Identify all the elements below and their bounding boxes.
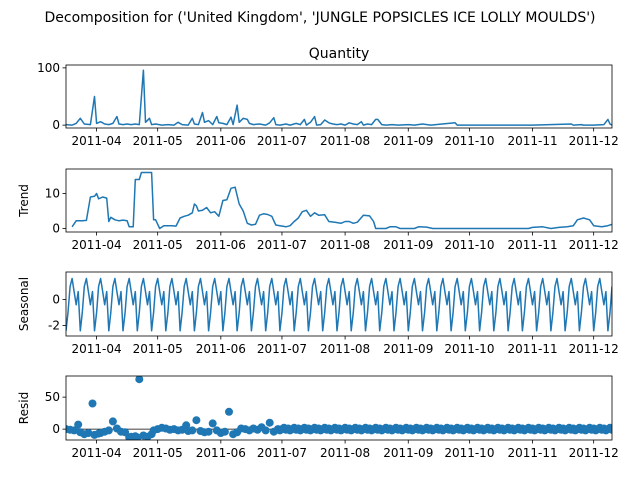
x-tick-label: 2011-10 — [444, 446, 494, 460]
series-line — [66, 69, 612, 126]
x-tick-label: 2011-04 — [71, 446, 121, 460]
axes-frame — [65, 271, 613, 337]
resid-point — [192, 416, 201, 425]
y-tick-label: -2 — [48, 319, 60, 333]
x-tick-label: 2011-11 — [507, 342, 557, 356]
resid-point — [108, 417, 117, 426]
resid-point — [204, 427, 213, 436]
resid-point — [104, 426, 113, 435]
x-tick-label: 2011-09 — [383, 134, 433, 148]
y-tick-label: 0 — [52, 422, 60, 436]
x-tick-label: 2011-09 — [383, 238, 433, 252]
x-tick-label: 2011-05 — [133, 238, 183, 252]
x-tick-label: 2011-07 — [257, 446, 307, 460]
y-axis-label: Seasonal — [17, 277, 31, 331]
resid-point — [188, 426, 197, 435]
x-tick-label: 2011-06 — [196, 238, 246, 252]
x-tick-label: 2011-04 — [71, 342, 121, 356]
y-tick-label: 0 — [52, 118, 60, 132]
x-tick-label: 2011-09 — [383, 342, 433, 356]
series-line — [71, 171, 612, 230]
resid-point — [88, 399, 97, 408]
y-tick-label: 50 — [45, 390, 60, 404]
plot-area — [66, 277, 612, 332]
panel-title: Quantity — [309, 46, 370, 62]
panel-2: Trend 0 10 2011-04 2011-05 2011-06 2011-07 2011… — [17, 168, 619, 252]
resid-point — [265, 418, 274, 427]
panel-4: Resid 0 50 2011-04 2011-05 2011-06 2011-07 2011… — [17, 375, 619, 460]
axes-frame — [65, 375, 613, 441]
x-tick-label: 2011-04 — [71, 238, 121, 252]
resid-point — [84, 429, 93, 437]
x-tick-label: 2011-06 — [196, 134, 246, 148]
resid-point — [225, 407, 233, 416]
x-tick-label: 2011-11 — [507, 134, 557, 148]
x-tick-label: 2011-09 — [383, 446, 433, 460]
resid-point — [208, 419, 217, 428]
y-axis-label: Trend — [17, 184, 31, 218]
resid-point — [133, 433, 142, 440]
plot-area — [66, 69, 612, 126]
axes-frame — [65, 168, 613, 233]
x-tick-label: 2011-08 — [320, 238, 370, 252]
x-tick-label: 2011-11 — [507, 446, 557, 460]
resid-point — [608, 425, 612, 434]
x-tick-label: 2011-08 — [320, 342, 370, 356]
x-tick-label: 2011-10 — [444, 238, 494, 252]
figure-title: Decomposition for ('United Kingdom', 'JU… — [44, 10, 595, 26]
y-tick-label: 100 — [37, 61, 60, 75]
axes-frame — [65, 64, 613, 129]
x-tick-label: 2011-05 — [133, 446, 183, 460]
x-tick-label: 2011-10 — [444, 134, 494, 148]
panel-1: Quantity 0 100 2011-04 2011-05 2011-06 2011-07… — [37, 46, 619, 148]
resid-point — [220, 427, 229, 436]
x-tick-label: 2011-11 — [507, 238, 557, 252]
x-tick-label: 2011-08 — [320, 134, 370, 148]
panel-3: Seasonal -2 0 2011-04 2011-05 2011-06 2011-07 2… — [17, 271, 619, 356]
series-line — [66, 277, 612, 332]
y-tick-label: 0 — [52, 292, 60, 306]
x-tick-label: 2011-08 — [320, 446, 370, 460]
resid-point — [261, 426, 270, 435]
resid-point — [70, 426, 79, 435]
y-axis-label: Resid — [17, 392, 31, 424]
y-tick-label: 0 — [52, 222, 60, 236]
x-tick-label: 2011-07 — [257, 342, 307, 356]
x-tick-label: 2011-12 — [569, 342, 619, 356]
resid-point — [74, 420, 83, 429]
x-tick-label: 2011-05 — [133, 134, 183, 148]
x-tick-label: 2011-10 — [444, 342, 494, 356]
x-tick-label: 2011-06 — [196, 342, 246, 356]
x-tick-label: 2011-12 — [569, 134, 619, 148]
x-tick-label: 2011-04 — [71, 134, 121, 148]
x-tick-label: 2011-06 — [196, 446, 246, 460]
plot-area — [66, 376, 612, 440]
plot-area — [71, 171, 612, 230]
x-tick-label: 2011-05 — [133, 342, 183, 356]
x-tick-label: 2011-07 — [257, 238, 307, 252]
x-tick-label: 2011-07 — [257, 134, 307, 148]
y-tick-label: 10 — [45, 187, 60, 201]
x-tick-label: 2011-12 — [569, 446, 619, 460]
resid-point — [135, 376, 144, 384]
x-tick-label: 2011-12 — [569, 238, 619, 252]
